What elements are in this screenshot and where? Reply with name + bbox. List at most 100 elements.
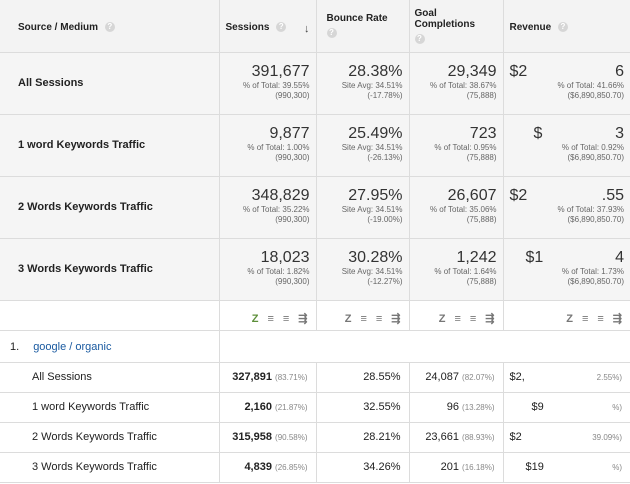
help-icon[interactable]: ? [104,22,115,33]
chart-view-icon[interactable]: Z [566,312,573,325]
revenue-sub2: ($6,890,850.70) [567,214,625,224]
goals-sub2: (75,888) [466,214,497,224]
segment-label: 2 Words Keywords Traffic [0,176,220,239]
group-index: 1. [10,340,20,353]
bounce-cell: 34.26% [316,452,410,483]
revenue-sub1: % of Total: 0.92% [561,142,624,152]
percent-view-icon[interactable]: ≡ [469,312,477,325]
sessions-view-toggles: Z ≡ ≡ ⇶ [219,300,317,331]
bounce-sub2: (-17.78%) [367,90,403,100]
goals-cell: 201 (16.18%) [409,452,504,483]
revenue-sub2: ($6,890,850.70) [567,152,625,162]
header-row: Source / Medium ? Sessions ? ↓ Bounce Ra… [0,0,630,53]
chart-view-icon[interactable]: Z [251,312,259,325]
goals-pct: (16.18%) [462,463,495,472]
sessions-pct: (90.58%) [275,433,308,442]
sessions-sub1: % of Total: 1.82% [247,266,310,276]
sessions-sub2: (990,300) [275,90,310,100]
percent-view-icon[interactable]: ≡ [375,312,383,325]
goal-completions-header[interactable]: Goal Completions ? [409,0,504,53]
row-label: 2 Words Keywords Traffic [0,422,220,453]
goals-cell: 24,087 (82.07%) [409,362,504,393]
group-row-spacer [219,330,630,363]
revenue-cell: $9%) [503,392,630,423]
bounce-sub1: Site Avg: 34.51% [341,266,403,276]
bounce-view-toggles: Z ≡ ≡ ⇶ [316,300,410,331]
sessions-value: 4,839 [244,461,272,473]
table-row: All Sessions 327,891 (83.71%) 28.55% 24,… [0,362,630,393]
percent-view-icon[interactable]: ≡ [282,312,290,325]
revenue-left: $ [533,124,543,142]
bounce-cell: 27.95% Site Avg: 34.51% (-19.00%) [316,176,410,239]
sessions-cell: 4,839 (26.85%) [219,452,317,483]
goals-sub2: (75,888) [466,276,497,286]
bar-view-icon[interactable]: ≡ [267,312,274,325]
compare-view-icon[interactable]: ⇶ [391,312,401,325]
goals-value: 23,661 [425,431,459,443]
sessions-sub2: (990,300) [275,276,310,286]
table-row: 2 Words Keywords Traffic 315,958 (90.58%… [0,422,630,453]
help-icon[interactable]: ? [414,34,425,44]
sessions-cell: 348,829 % of Total: 35.22% (990,300) [219,176,317,239]
sessions-pct: (83.71%) [275,373,308,382]
table-row: 1 word Keywords Traffic 2,160 (21.87%) 3… [0,392,630,423]
revenue-label: Revenue [509,22,552,33]
help-icon[interactable]: ? [276,22,287,33]
bar-view-icon[interactable]: ≡ [581,312,589,325]
goals-sub2: (75,888) [466,152,497,162]
summary-row: 2 Words Keywords Traffic 348,829 % of To… [0,176,630,239]
goals-value: 26,607 [447,186,497,204]
bounce-cell: 32.55% [316,392,410,423]
revenue-right: .55 [601,186,624,204]
goals-value: 201 [440,461,459,473]
sessions-value: 315,958 [232,431,272,443]
sessions-pct: (26.85%) [275,463,308,472]
compare-view-icon[interactable]: ⇶ [485,312,495,325]
source-medium-header[interactable]: Source / Medium ? [0,0,220,53]
bounce-cell: 28.55% [316,362,410,393]
group-link[interactable]: google / organic [33,340,112,353]
bounce-rate-header[interactable]: Bounce Rate ? [316,0,410,53]
revenue-header[interactable]: Revenue ? [503,0,630,53]
bar-view-icon[interactable]: ≡ [360,312,367,325]
revenue-cell: $2 .55 % of Total: 37.93% ($6,890,850.70… [503,176,630,239]
revenue-right: %) [612,402,622,412]
row-label: All Sessions [0,362,220,393]
goals-pct: (88.93%) [462,433,495,442]
chart-view-icon[interactable]: Z [438,312,446,325]
revenue-cell: $1 4 % of Total: 1.73% ($6,890,850.70) [503,238,630,301]
chart-view-icon[interactable]: Z [344,312,352,325]
compare-view-icon[interactable]: ⇶ [612,312,622,325]
bar-view-icon[interactable]: ≡ [454,312,461,325]
revenue-sub2: ($6,890,850.70) [567,276,625,286]
help-icon[interactable]: ? [326,28,337,38]
goals-pct: (82.07%) [462,373,495,382]
revenue-left: $2, [509,371,525,383]
compare-view-icon[interactable]: ⇶ [298,312,308,325]
bounce-sub1: Site Avg: 34.51% [341,80,403,90]
percent-view-icon[interactable]: ≡ [597,312,604,325]
revenue-right: 4 [615,248,624,266]
goals-sub1: % of Total: 0.95% [434,142,497,152]
toolbar-spacer [0,300,220,331]
sessions-value: 9,877 [269,124,310,142]
help-icon[interactable]: ? [557,22,568,33]
bounce-value: 25.49% [348,124,403,142]
sessions-cell: 9,877 % of Total: 1.00% (990,300) [219,114,317,177]
segment-label: All Sessions [0,52,220,115]
sessions-cell: 327,891 (83.71%) [219,362,317,393]
row-label: 3 Words Keywords Traffic [0,452,220,483]
bounce-rate-label: Bounce Rate [326,13,388,24]
revenue-left: $1 [525,248,544,266]
goals-sub1: % of Total: 1.64% [434,266,497,276]
revenue-right: 2.55%) [596,372,622,382]
view-toggle-row: Z ≡ ≡ ⇶ Z ≡ ≡ ⇶ Z ≡ ≡ ⇶ Z ≡ ≡ ⇶ [0,300,630,331]
segment-label: 1 word Keywords Traffic [0,114,220,177]
revenue-left: $9 [531,401,544,413]
sort-arrow-down-icon[interactable]: ↓ [304,23,310,35]
sessions-header[interactable]: Sessions ? ↓ [219,0,317,53]
revenue-left: $2 [509,431,522,443]
group-row: 1. google / organic [0,330,630,363]
sessions-sub1: % of Total: 39.55% [242,80,310,90]
goal-label-line2: Completions [414,19,476,30]
